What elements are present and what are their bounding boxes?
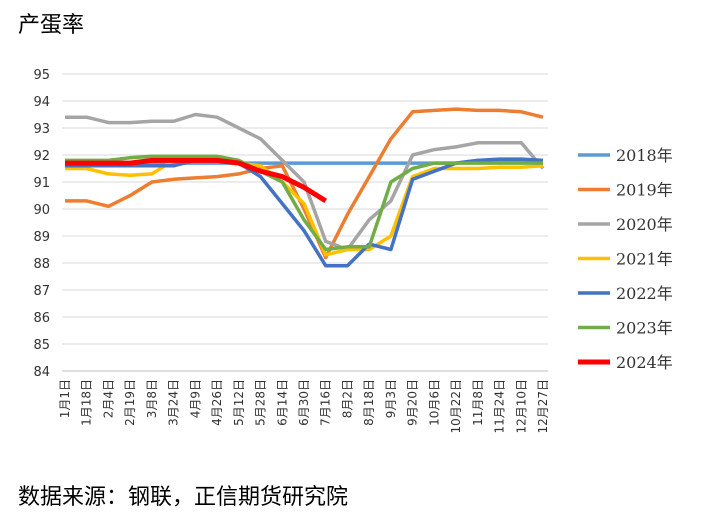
x-tick-label: 9月3日	[384, 379, 398, 418]
series-line	[65, 158, 544, 257]
y-tick-label: 92	[33, 149, 50, 164]
x-tick-label: 11月24日	[493, 379, 507, 434]
x-tick-label: 6月14日	[275, 379, 289, 426]
x-tick-label: 4月9日	[188, 379, 202, 418]
source-note: 数据来源：钢联，正信期货研究院	[18, 485, 348, 510]
x-tick-label: 10月22日	[449, 379, 463, 434]
y-tick-label: 90	[33, 203, 50, 218]
x-tick-label: 10月6日	[427, 379, 441, 426]
y-tick-label: 88	[33, 257, 50, 272]
y-tick-label: 95	[33, 68, 50, 83]
legend-label: 2020年	[616, 215, 673, 234]
x-tick-label: 12月10日	[514, 379, 528, 434]
x-tick-label: 6月30日	[297, 379, 311, 426]
y-tick-label: 93	[33, 122, 50, 137]
legend-label: 2022年	[616, 284, 673, 303]
x-tick-label: 7月16日	[319, 379, 333, 426]
x-tick-label: 11月8日	[471, 379, 485, 426]
legend-label: 2019年	[616, 181, 673, 200]
x-tick-label: 1月1日	[58, 379, 72, 418]
x-tick-label: 9月20日	[406, 379, 420, 426]
series-line	[65, 154, 543, 252]
x-tick-label: 3月8日	[145, 379, 159, 418]
x-tick-label: 8月18日	[362, 379, 376, 426]
x-tick-label: 2月4日	[101, 379, 115, 418]
legend-label: 2023年	[616, 319, 673, 338]
x-tick-label: 5月28日	[254, 379, 268, 426]
series-line	[65, 107, 544, 260]
y-tick-label: 84	[33, 365, 50, 380]
x-tick-label: 4月26日	[210, 379, 224, 426]
legend-label: 2021年	[616, 250, 673, 269]
x-tick-label: 3月24日	[167, 379, 181, 426]
series-line	[65, 112, 545, 252]
y-tick-label: 87	[33, 284, 50, 299]
x-tick-label: 5月12日	[232, 379, 246, 426]
x-tick-label: 2月19日	[123, 379, 137, 426]
legend-label: 2018年	[616, 146, 673, 165]
chart-title: 产蛋率	[18, 13, 84, 38]
x-tick-label: 12月27日	[536, 379, 550, 434]
y-tick-label: 91	[33, 176, 50, 191]
series-line	[65, 157, 328, 204]
x-tick-label: 8月2日	[340, 379, 354, 418]
x-tick-label: 1月18日	[80, 379, 94, 426]
y-tick-label: 94	[33, 95, 50, 110]
y-tick-label: 86	[33, 311, 50, 326]
y-tick-label: 85	[33, 338, 50, 353]
y-tick-label: 89	[33, 230, 50, 245]
legend-label: 2024年	[616, 353, 673, 372]
